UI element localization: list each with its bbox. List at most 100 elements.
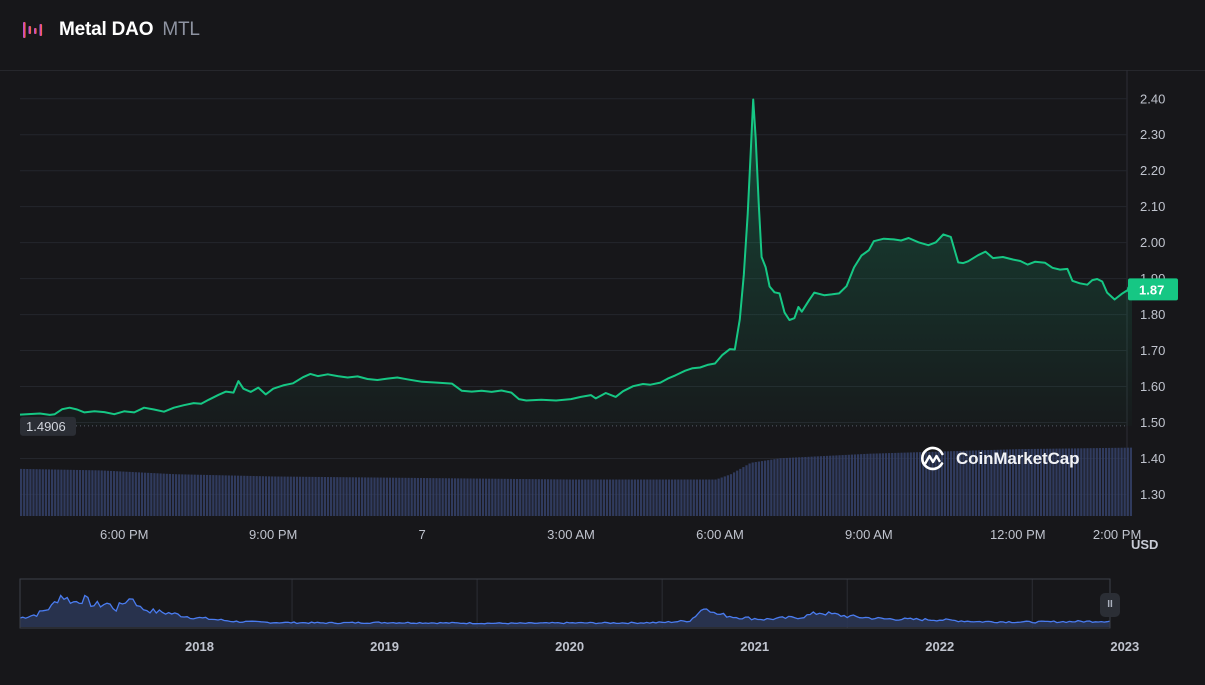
- volume-bar: [438, 478, 441, 516]
- volume-bar: [144, 472, 147, 516]
- volume-bar: [1018, 449, 1021, 516]
- volume-bar: [742, 467, 745, 516]
- volume-bar: [968, 450, 971, 516]
- volume-bar: [909, 452, 912, 516]
- volume-bar: [943, 451, 946, 516]
- x-axis: 6:00 PM 9:00 PM 7 3:00 AM 6:00 AM 9:00 AM 12:0…: [100, 527, 1141, 542]
- range-navigator[interactable]: 2018 2019 2020 2021 2022 2023: [0, 570, 1205, 685]
- volume-bar: [426, 478, 429, 516]
- volume-bar: [915, 452, 919, 516]
- volume-bar: [314, 476, 317, 516]
- volume-bar: [1021, 449, 1024, 516]
- volume-bar: [776, 458, 779, 516]
- navigator-grid: [291, 579, 1033, 628]
- volume-bar: [150, 472, 153, 516]
- volume-bar: [237, 475, 240, 516]
- volume-bar: [401, 477, 404, 516]
- volume-bar: [295, 476, 299, 516]
- volume-bar: [116, 471, 119, 516]
- volume-bar: [277, 476, 280, 516]
- volume-bar: [308, 476, 311, 516]
- navigator-area: [20, 595, 1110, 627]
- volume-bar: [478, 478, 481, 516]
- volume-bar: [271, 476, 274, 516]
- y-axis: 2.402.302.202.102.001.901.801.701.601.50…: [1140, 91, 1165, 502]
- navigator-year-label: 2020: [555, 639, 584, 654]
- current-price-label: 1.87: [1139, 282, 1164, 297]
- volume-bar: [708, 479, 711, 516]
- volume-bar: [677, 479, 680, 516]
- volume-bar: [1105, 447, 1108, 516]
- volume-bar: [1086, 448, 1089, 516]
- volume-bar: [767, 460, 770, 516]
- volume-bar: [317, 476, 320, 516]
- volume-bar: [1052, 448, 1055, 516]
- volume-bar: [726, 475, 729, 516]
- volume-bar: [1070, 448, 1074, 516]
- volume-bar: [807, 456, 810, 516]
- volume-bar: [745, 465, 748, 516]
- volume-bar: [184, 474, 187, 516]
- volume-bar: [844, 454, 847, 516]
- volume-bar: [51, 469, 54, 516]
- volume-bar: [658, 479, 661, 516]
- volume-bar: [981, 450, 984, 516]
- x-tick-label: 7: [418, 527, 425, 542]
- volume-bar: [624, 479, 627, 516]
- volume-bar: [109, 470, 113, 516]
- volume-bar: [627, 479, 630, 516]
- volume-bar: [953, 451, 956, 516]
- coin-symbol: MTL: [162, 19, 200, 40]
- volume-bar: [165, 473, 168, 516]
- navigator-year-axis: 2018 2019 2020 2021 2022 2023: [185, 639, 1139, 654]
- volume-bar: [1077, 448, 1080, 516]
- volume-bar: [698, 479, 702, 516]
- volume-bar: [280, 476, 283, 516]
- volume-bar: [29, 469, 32, 516]
- volume-bar: [646, 479, 649, 516]
- volume-bar: [230, 475, 233, 516]
- volume-bar: [888, 453, 891, 516]
- volume-bar: [847, 454, 850, 516]
- volume-bar: [444, 478, 447, 516]
- navigator-line: [19, 594, 1111, 625]
- volume-bar: [224, 475, 227, 516]
- volume-bar: [618, 479, 621, 516]
- volume-bar: [593, 479, 596, 516]
- volume-bar: [587, 479, 590, 516]
- volume-bar: [168, 473, 171, 516]
- navigator-pause-handle[interactable]: II: [1100, 593, 1120, 617]
- volume-bar: [729, 474, 733, 516]
- volume-bar: [162, 473, 165, 516]
- volume-bar: [857, 454, 860, 516]
- volume-bar: [497, 478, 500, 516]
- volume-bar: [559, 479, 562, 516]
- volume-bar: [984, 450, 987, 516]
- volume-bar: [305, 476, 308, 516]
- volume-bar: [351, 477, 354, 516]
- volume-bar: [85, 470, 88, 516]
- volume-bar: [342, 477, 345, 516]
- volume-bar: [1101, 448, 1105, 516]
- volume-bar: [227, 475, 230, 516]
- volume-bar: [680, 479, 683, 516]
- volume-bar: [686, 479, 689, 516]
- volume-bar: [900, 452, 903, 516]
- volume-bar: [1027, 448, 1030, 516]
- volume-bar: [773, 459, 776, 516]
- volume-bar: [23, 468, 26, 516]
- volume-bar: [388, 477, 392, 516]
- price-chart[interactable]: 2.402.302.202.102.001.901.801.701.601.50…: [0, 70, 1205, 570]
- volume-bar: [128, 471, 131, 516]
- volume-bar: [1046, 448, 1049, 516]
- volume-bar: [956, 451, 959, 516]
- current-price-tag: 1.87: [1128, 278, 1178, 301]
- volume-bar: [159, 473, 162, 516]
- volume-bar: [339, 477, 342, 516]
- volume-bar: [919, 452, 922, 516]
- volume-bar: [1008, 449, 1012, 516]
- volume-bar: [764, 460, 767, 516]
- volume-bar: [853, 454, 857, 516]
- volume-bar: [621, 479, 624, 516]
- volume-bar: [212, 475, 215, 516]
